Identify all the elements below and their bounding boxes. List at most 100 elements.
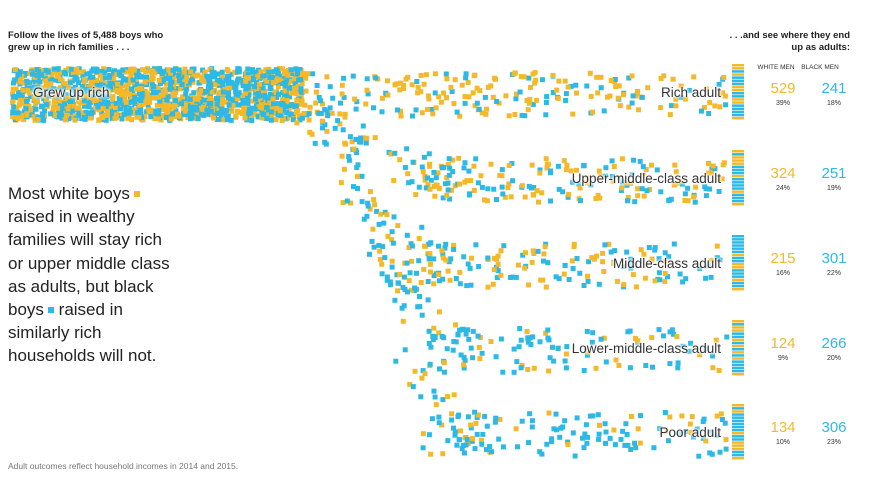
value-black-upper-middle: 251 — [814, 165, 854, 182]
lead-line-3: families will stay rich — [8, 228, 208, 251]
person-dot — [62, 70, 67, 75]
person-dot — [453, 77, 458, 82]
person-dot — [636, 426, 641, 431]
person-dot — [527, 184, 532, 189]
person-dot — [385, 78, 390, 83]
strip-lower-middle-class-adult — [732, 351, 744, 354]
person-dot — [212, 74, 217, 79]
person-dot — [650, 365, 655, 370]
person-dot — [603, 165, 608, 170]
person-dot — [179, 101, 184, 106]
person-dot — [145, 91, 150, 96]
person-dot — [545, 260, 550, 265]
person-dot — [195, 96, 200, 101]
strip-poor-adult — [732, 444, 744, 447]
person-dot — [360, 199, 365, 204]
person-dot — [378, 257, 383, 262]
strip-rich-adult — [732, 95, 744, 98]
person-dot — [471, 329, 476, 334]
person-dot — [333, 126, 338, 131]
person-dot — [380, 109, 385, 114]
person-dot — [620, 156, 625, 161]
person-dot — [532, 81, 537, 86]
person-dot — [301, 71, 306, 76]
person-dot — [422, 155, 427, 160]
strip-poor-adult — [732, 435, 744, 438]
person-dot — [342, 141, 347, 146]
strip-upper-middle-class-adult — [732, 184, 744, 187]
person-dot — [412, 286, 417, 291]
person-dot — [479, 173, 484, 178]
person-dot — [679, 413, 684, 418]
person-dot — [393, 82, 398, 87]
person-dot — [469, 283, 474, 288]
person-dot — [645, 85, 650, 90]
person-dot — [253, 107, 258, 112]
person-dot — [507, 163, 512, 168]
person-dot — [220, 96, 225, 101]
person-dot — [500, 167, 505, 172]
person-dot — [324, 129, 329, 134]
strip-upper-middle-class-adult — [732, 187, 744, 190]
person-dot — [11, 81, 16, 86]
person-dot — [405, 261, 410, 266]
person-dot — [538, 339, 543, 344]
person-dot — [530, 418, 535, 423]
share-black-lower-middle: 20% — [814, 355, 854, 362]
strip-upper-middle-class-adult — [732, 178, 744, 181]
person-dot — [118, 106, 123, 111]
person-dot — [462, 355, 467, 360]
person-dot — [721, 75, 726, 80]
person-dot — [457, 437, 462, 442]
person-dot — [494, 354, 499, 359]
person-dot — [132, 68, 137, 73]
person-dot — [215, 102, 220, 107]
person-dot — [289, 67, 294, 72]
person-dot — [240, 111, 245, 116]
person-dot — [630, 73, 635, 78]
person-dot — [631, 272, 636, 277]
person-dot — [564, 163, 569, 168]
person-dot — [191, 90, 196, 95]
person-dot — [419, 280, 424, 285]
strip-middle-class-adult — [732, 266, 744, 269]
person-dot — [305, 71, 310, 76]
person-dot — [512, 112, 517, 117]
person-dot — [448, 85, 453, 90]
person-dot — [416, 85, 421, 90]
person-dot — [672, 242, 677, 247]
stat-white-middle: 215 16% — [763, 250, 803, 277]
person-dot — [298, 77, 303, 82]
person-dot — [76, 113, 81, 118]
strip-rich-adult — [732, 98, 744, 101]
person-dot — [39, 104, 44, 109]
person-dot — [503, 93, 508, 98]
strip-rich-adult — [732, 89, 744, 92]
person-dot — [612, 248, 617, 253]
person-dot — [410, 114, 415, 119]
person-dot — [380, 96, 385, 101]
lead-line-4: or upper middle class — [8, 252, 208, 275]
lead-line-6: boys — [8, 300, 44, 319]
person-dot — [632, 441, 637, 446]
person-dot — [489, 339, 494, 344]
person-dot — [635, 193, 640, 198]
person-dot — [20, 88, 25, 93]
person-dot — [518, 90, 523, 95]
person-dot — [282, 71, 287, 76]
person-dot — [434, 105, 439, 110]
strip-upper-middle-class-adult — [732, 169, 744, 172]
person-dot — [453, 433, 458, 438]
person-dot — [316, 111, 321, 116]
person-dot — [437, 278, 442, 283]
person-dot — [562, 158, 567, 163]
person-dot — [526, 440, 531, 445]
person-dot — [303, 76, 308, 81]
person-dot — [124, 91, 129, 96]
strip-poor-adult — [732, 407, 744, 410]
person-dot — [397, 272, 402, 277]
person-dot — [476, 264, 481, 269]
person-dot — [447, 156, 452, 161]
person-dot — [36, 117, 41, 122]
person-dot — [341, 76, 346, 81]
